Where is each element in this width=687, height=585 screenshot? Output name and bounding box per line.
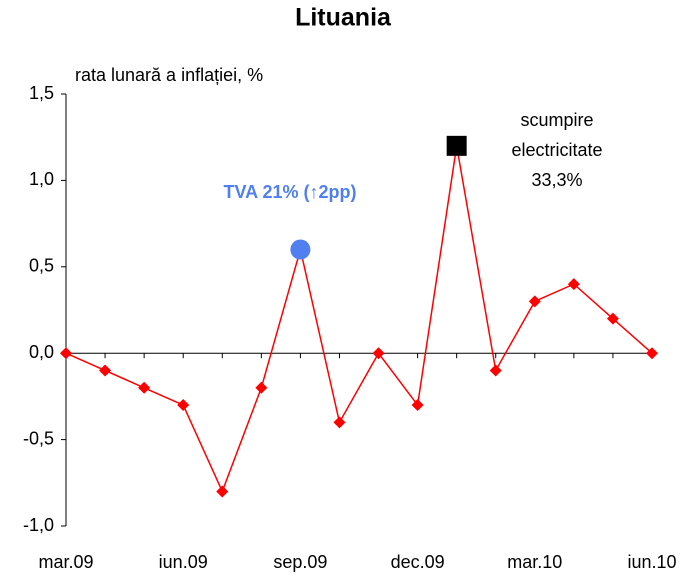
annotation: TVA 21% (↑2pp)	[223, 182, 356, 202]
point	[489, 364, 502, 377]
point	[216, 485, 229, 498]
x-tick-label: dec.09	[391, 552, 445, 572]
point	[528, 295, 541, 308]
point	[255, 381, 268, 394]
y-axis-label: rata lunară a inflației, %	[75, 65, 263, 85]
y-tick-label: 0,5	[29, 256, 54, 276]
x-tick-label: iun.09	[159, 552, 208, 572]
highlight-point	[290, 239, 311, 260]
x-tick-label: mar.10	[507, 552, 562, 572]
y-tick-label: 1,0	[29, 169, 54, 189]
annotation: 33,3%	[531, 170, 582, 190]
y-tick-label: -1,0	[23, 515, 54, 535]
point	[138, 381, 151, 394]
y-tick-label: 0,0	[29, 342, 54, 362]
y-tick-label: -0,5	[23, 428, 54, 448]
point	[60, 347, 72, 360]
point	[177, 399, 190, 412]
point	[411, 399, 424, 412]
point	[567, 278, 580, 291]
series-line	[65, 145, 653, 494]
x-tick-label: sep.09	[273, 552, 327, 572]
highlight-point	[446, 135, 467, 156]
point	[646, 347, 658, 360]
point	[372, 347, 385, 360]
point	[99, 364, 112, 377]
annotation: scumpire	[520, 110, 593, 130]
y-tick-label: 1,5	[29, 83, 54, 103]
point	[606, 312, 619, 325]
point	[333, 416, 346, 429]
chart-title: Lituania	[295, 4, 392, 32]
x-tick-label: mar.09	[38, 552, 93, 572]
annotation: electricitate	[511, 140, 602, 160]
x-tick-label: iun.10	[627, 552, 676, 572]
